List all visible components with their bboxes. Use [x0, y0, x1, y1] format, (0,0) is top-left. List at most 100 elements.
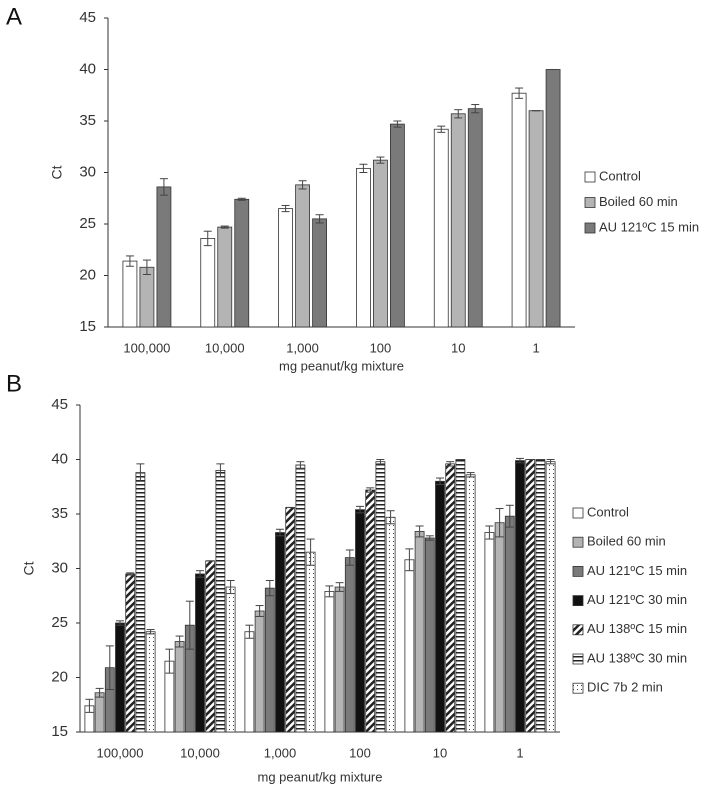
- bar: [344, 557, 355, 733]
- y-tick-label: 40: [79, 60, 96, 77]
- y-tick-label: 40: [51, 450, 68, 467]
- bar: [295, 464, 306, 733]
- bar: [373, 159, 388, 328]
- legend-swatch: [572, 653, 584, 665]
- bar: [375, 461, 386, 733]
- bar: [424, 537, 435, 733]
- bar: [390, 123, 405, 328]
- bar: [145, 631, 156, 733]
- y-tick-label: 45: [51, 396, 68, 413]
- bar: [525, 459, 536, 733]
- x-tick-label: 100: [370, 340, 392, 355]
- legend-label: AU 121ºC 15 min: [599, 219, 699, 234]
- panel-label: B: [6, 370, 22, 397]
- bar: [324, 590, 335, 733]
- legend-label: AU 121ºC 30 min: [587, 592, 687, 607]
- bar: [465, 474, 476, 733]
- legend-swatch: [572, 595, 584, 606]
- bar: [205, 560, 216, 733]
- x-tick-label: 10: [433, 745, 447, 760]
- legend-label: AU 138ºC 30 min: [587, 650, 687, 665]
- x-tick-label: 10,000: [205, 340, 245, 355]
- bar: [504, 515, 515, 733]
- legend-label: Boiled 60 min: [587, 534, 666, 549]
- legend-swatch: [584, 171, 596, 183]
- legend-swatch: [572, 682, 584, 694]
- x-tick-label: 10: [451, 340, 465, 355]
- bar: [125, 573, 136, 733]
- bar: [200, 238, 216, 328]
- bar: [254, 610, 265, 733]
- bar: [545, 461, 556, 733]
- y-tick-label: 45: [79, 9, 96, 26]
- legend-swatch: [572, 566, 584, 577]
- y-tick-label: 25: [51, 614, 68, 631]
- bar: [356, 167, 371, 328]
- legend-swatch: [572, 536, 584, 548]
- panel-label: A: [6, 3, 22, 30]
- bar: [275, 532, 285, 733]
- bar: [334, 586, 345, 733]
- x-tick-label: 1: [516, 745, 523, 760]
- x-tick-label: 1,000: [264, 745, 297, 760]
- bar: [414, 531, 425, 733]
- bar: [215, 469, 226, 733]
- bar: [115, 622, 125, 733]
- bar: [135, 472, 146, 733]
- bar: [494, 522, 505, 733]
- y-axis-label: Ct: [49, 165, 65, 179]
- legend-swatch: [572, 624, 584, 636]
- bar: [467, 108, 483, 328]
- bar: [365, 489, 376, 733]
- x-tick-label: 10,000: [180, 745, 220, 760]
- bar: [278, 208, 293, 328]
- bar: [455, 459, 466, 733]
- legend-label: DIC 7b 2 min: [587, 680, 663, 695]
- bar: [445, 463, 456, 733]
- bar: [174, 641, 185, 733]
- bar: [139, 266, 155, 328]
- bar: [305, 551, 316, 733]
- y-tick-label: 20: [51, 668, 68, 685]
- legend-label: Boiled 60 min: [599, 194, 678, 209]
- y-tick-label: 30: [51, 559, 68, 576]
- bar: [385, 516, 396, 733]
- legend-label: AU 138ºC 15 min: [587, 621, 687, 636]
- bar: [545, 69, 561, 328]
- bar: [225, 586, 236, 733]
- bar: [234, 198, 250, 328]
- bar: [156, 186, 172, 328]
- bar: [511, 92, 527, 328]
- legend-label: Control: [587, 504, 629, 519]
- bar: [528, 110, 544, 328]
- bar: [535, 459, 546, 733]
- y-tick-label: 15: [79, 318, 96, 335]
- x-tick-label: 100,000: [97, 745, 144, 760]
- y-tick-label: 15: [51, 723, 68, 740]
- x-tick-label: 1: [532, 340, 539, 355]
- y-tick-label: 30: [79, 163, 96, 180]
- y-tick-label: 35: [51, 505, 68, 522]
- bar: [312, 218, 327, 328]
- bar: [450, 113, 466, 328]
- legend-label: Control: [599, 168, 641, 183]
- bar: [515, 460, 525, 733]
- bar: [122, 260, 138, 328]
- x-tick-label: 100: [349, 745, 371, 760]
- bar: [244, 631, 255, 733]
- y-tick-label: 25: [79, 215, 96, 232]
- y-axis-label: Ct: [21, 561, 37, 575]
- bar: [435, 480, 445, 733]
- x-axis-label: mg peanut/kg mixture: [279, 358, 404, 373]
- bar: [433, 128, 449, 328]
- y-tick-label: 35: [79, 112, 96, 129]
- y-tick-label: 20: [79, 266, 96, 283]
- x-tick-label: 100,000: [123, 340, 170, 355]
- bar: [195, 573, 205, 733]
- x-axis-label: mg peanut/kg mixture: [257, 769, 382, 784]
- bar: [94, 692, 105, 733]
- legend-swatch: [572, 507, 584, 519]
- bar: [285, 507, 296, 733]
- bar: [295, 184, 310, 328]
